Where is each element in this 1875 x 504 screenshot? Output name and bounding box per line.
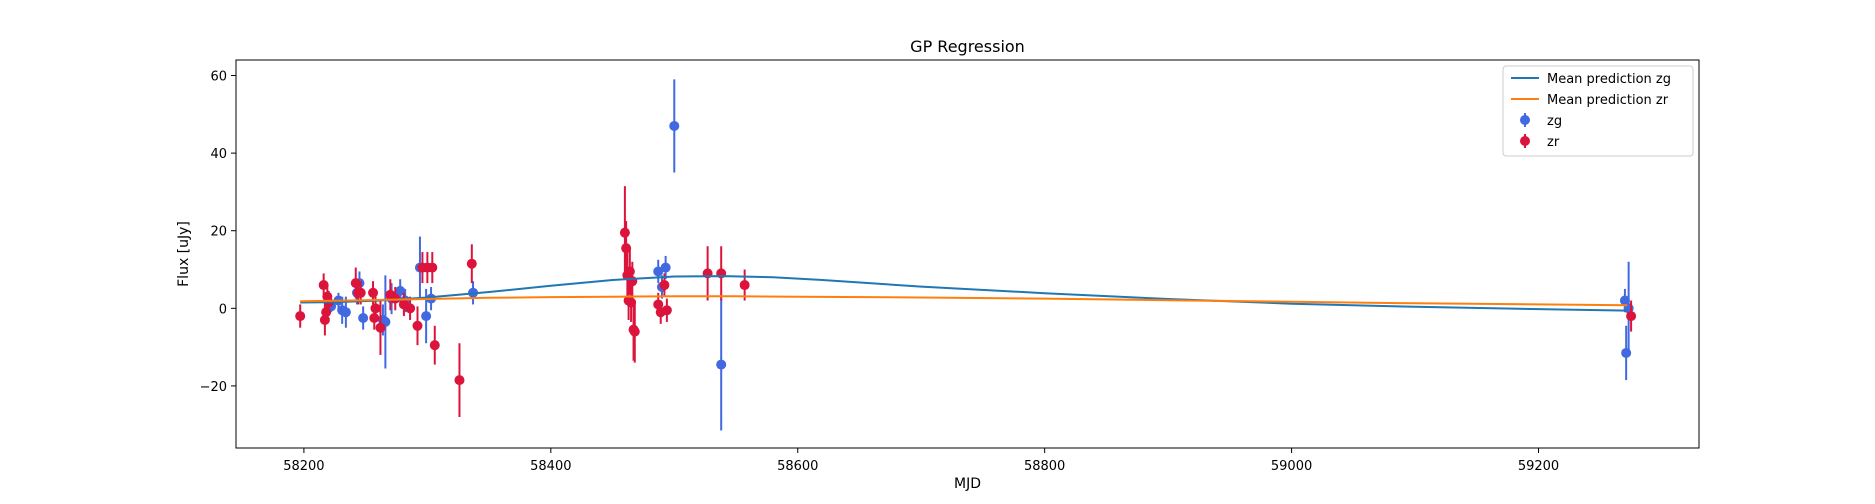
x-tick-label: 58400 bbox=[530, 459, 571, 474]
data-point-zr bbox=[369, 313, 380, 324]
data-point-zg bbox=[421, 311, 432, 322]
data-point-zg bbox=[653, 266, 664, 277]
data-point-zr bbox=[659, 280, 670, 291]
x-tick-label: 58800 bbox=[1024, 459, 1065, 474]
legend-label: Mean prediction zr bbox=[1547, 93, 1669, 108]
y-tick-label: 0 bbox=[219, 302, 227, 317]
series-line-Mean-prediction-zg bbox=[300, 275, 1628, 312]
x-axis-label: MJD bbox=[954, 476, 981, 492]
data-point-zr bbox=[319, 314, 330, 325]
data-point-zr bbox=[1626, 311, 1637, 322]
data-point-zr bbox=[739, 280, 750, 291]
data-point-zr bbox=[295, 311, 306, 322]
data-point-zr bbox=[427, 262, 438, 273]
data-point-zr bbox=[621, 243, 632, 254]
x-tick-label: 58600 bbox=[777, 459, 818, 474]
x-tick-label: 59200 bbox=[1518, 459, 1559, 474]
data-point-zr bbox=[629, 326, 640, 337]
data-point-zr bbox=[318, 280, 329, 291]
data-point-zg bbox=[340, 307, 351, 318]
data-point-zr bbox=[355, 287, 366, 298]
data-point-zr bbox=[619, 227, 630, 238]
x-tick-label: 58200 bbox=[283, 459, 324, 474]
data-point-zr bbox=[375, 322, 386, 333]
y-axis-label: Flux [uJy] bbox=[176, 221, 192, 287]
y-tick-label: −20 bbox=[200, 380, 227, 395]
legend-point-swatch bbox=[1520, 115, 1530, 125]
data-point-zg bbox=[669, 120, 680, 131]
data-point-zr bbox=[454, 375, 465, 386]
data-point-zg bbox=[660, 262, 671, 273]
data-point-zg bbox=[395, 285, 406, 296]
legend-label: zg bbox=[1547, 114, 1562, 129]
x-tick-label: 59000 bbox=[1271, 459, 1312, 474]
data-point-zr bbox=[627, 276, 638, 287]
legend-box bbox=[1502, 65, 1694, 157]
data-point-zr bbox=[321, 307, 332, 318]
chart-title: GP Regression bbox=[910, 37, 1025, 56]
data-point-zg bbox=[716, 359, 727, 370]
data-point-zg bbox=[1619, 295, 1630, 306]
data-point-zr bbox=[661, 305, 672, 316]
plot-frame bbox=[235, 59, 1700, 449]
data-point-zg bbox=[358, 313, 369, 324]
data-point-zg bbox=[1621, 347, 1632, 358]
data-point-zr bbox=[368, 287, 379, 298]
data-point-zr bbox=[429, 340, 440, 351]
legend: Mean prediction zg Mean prediction zr zg zr bbox=[1502, 65, 1694, 157]
data-point-zr bbox=[350, 278, 361, 289]
legend-label: Mean prediction zg bbox=[1547, 72, 1671, 87]
y-tick-label: 60 bbox=[210, 70, 227, 85]
data-point-zr bbox=[412, 320, 423, 331]
data-point-zr bbox=[405, 303, 416, 314]
data-point-zr bbox=[370, 303, 381, 314]
data-point-zr bbox=[466, 258, 477, 269]
data-point-zr bbox=[624, 266, 635, 277]
legend-point-swatch bbox=[1520, 136, 1530, 146]
series-line-Mean-prediction-zr bbox=[300, 295, 1628, 307]
legend-label: zr bbox=[1547, 135, 1560, 150]
y-tick-label: 40 bbox=[210, 147, 227, 162]
y-tick-label: 20 bbox=[210, 225, 227, 240]
